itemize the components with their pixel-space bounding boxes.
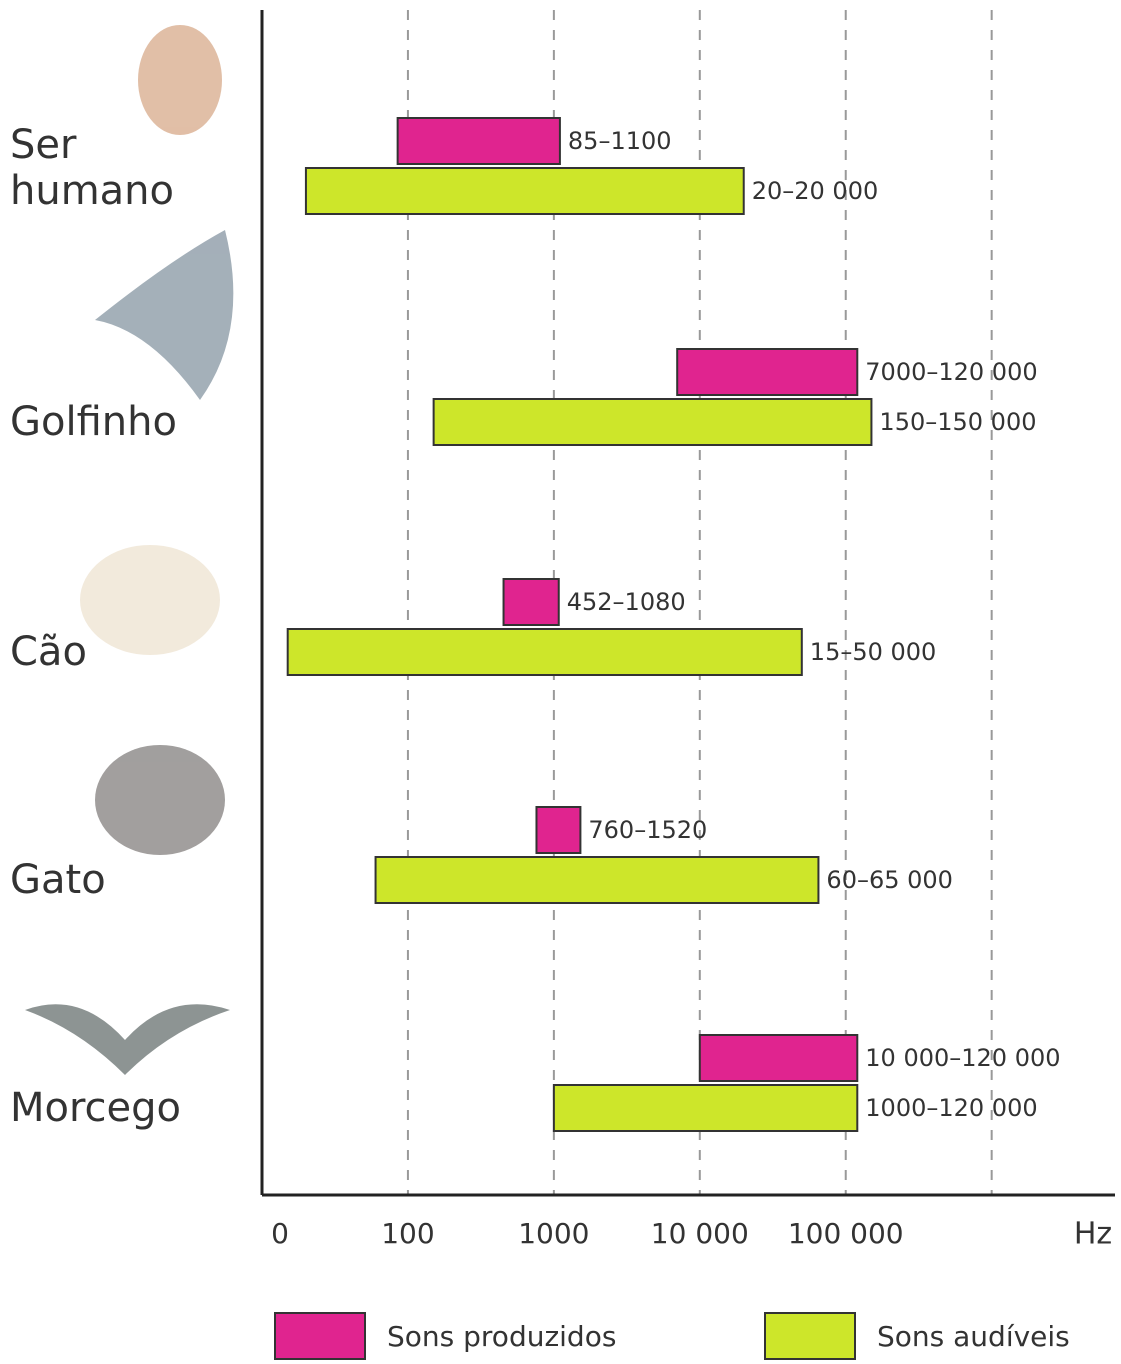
x-tick-label: 1000 bbox=[518, 1217, 589, 1250]
x-axis-label: Hz bbox=[1074, 1217, 1112, 1252]
range-bar bbox=[698, 1034, 859, 1082]
bat-icon bbox=[25, 1004, 230, 1075]
value-label: 20–20 000 bbox=[752, 177, 879, 205]
x-tick-label: 100 000 bbox=[788, 1217, 904, 1250]
value-label: 60–65 000 bbox=[826, 866, 953, 894]
value-label: 15–50 000 bbox=[810, 638, 937, 666]
x-tick-label: 100 bbox=[381, 1217, 434, 1250]
range-bar bbox=[676, 348, 859, 396]
x-tick-label: 10 000 bbox=[651, 1217, 749, 1250]
dog-icon bbox=[80, 545, 220, 655]
category-label: Ser humano bbox=[10, 122, 175, 214]
range-bar bbox=[396, 117, 561, 165]
value-label: 760–1520 bbox=[588, 816, 707, 844]
value-label: 452–1080 bbox=[567, 588, 686, 616]
human-icon bbox=[138, 25, 222, 135]
category-label: Gato bbox=[10, 857, 106, 903]
category-label: Cão bbox=[10, 629, 87, 675]
range-bar bbox=[374, 856, 820, 904]
category-label: Golfinho bbox=[10, 399, 177, 445]
legend-label: Sons produzidos bbox=[387, 1320, 616, 1353]
category-label: Morcego bbox=[10, 1085, 182, 1131]
range-bar bbox=[552, 1084, 859, 1132]
legend-swatch bbox=[274, 1312, 366, 1360]
value-label: 10 000–120 000 bbox=[865, 1044, 1060, 1072]
range-bar bbox=[535, 806, 582, 854]
dolphin-icon bbox=[95, 230, 234, 400]
range-bar bbox=[502, 578, 560, 626]
value-label: 85–1100 bbox=[568, 127, 672, 155]
cat-icon bbox=[95, 745, 225, 855]
legend-swatch bbox=[764, 1312, 856, 1360]
value-label: 150–150 000 bbox=[879, 408, 1036, 436]
range-bar bbox=[286, 628, 803, 676]
range-bar bbox=[304, 167, 745, 215]
range-bar bbox=[432, 398, 873, 446]
value-label: 1000–120 000 bbox=[865, 1094, 1037, 1122]
x-origin-label: 0 bbox=[271, 1217, 289, 1250]
legend-label: Sons audíveis bbox=[877, 1320, 1070, 1353]
value-label: 7000–120 000 bbox=[865, 358, 1037, 386]
illustrations bbox=[25, 25, 234, 1075]
